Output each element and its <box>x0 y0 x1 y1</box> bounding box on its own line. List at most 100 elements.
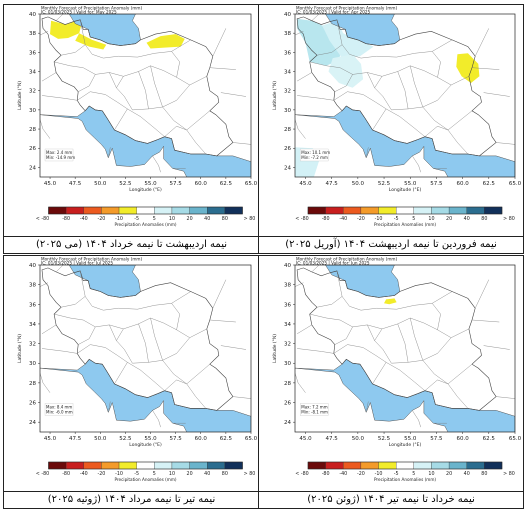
province-border <box>397 71 409 109</box>
province-border <box>410 317 473 385</box>
colorbar-title: Precipitation Anomalies (mm) <box>114 477 176 482</box>
province-border <box>212 279 227 309</box>
province-border <box>150 65 210 131</box>
anomaly-area-northeast-khorasan <box>146 34 185 49</box>
colorbar-title: Precipitation Anomalies (mm) <box>374 222 436 227</box>
province-border <box>41 72 57 82</box>
x-tick-label: 57.5 <box>170 436 183 442</box>
province-border <box>475 279 489 309</box>
province-border <box>311 265 320 273</box>
colorbar-tick-label: -20 <box>97 216 105 222</box>
colorbar-tick-label: > 80 <box>244 216 256 222</box>
colorbar-segment <box>207 461 226 470</box>
anomaly-area-northwest-zagros <box>297 18 343 66</box>
province-border <box>61 44 86 56</box>
colorbar-tick-label: -80 <box>62 216 70 222</box>
province-border <box>334 326 353 345</box>
province-border <box>220 345 247 350</box>
province-border <box>40 373 51 393</box>
x-tick-label: 60.0 <box>195 436 208 442</box>
province-border <box>309 313 469 338</box>
colorbar-tick-label: -20 <box>357 471 365 477</box>
colorbar-tick-label: 20 <box>446 216 452 222</box>
province-border <box>78 74 96 92</box>
y-tick-label: 30 <box>29 361 36 367</box>
colorbar-segment <box>118 461 137 470</box>
colorbar-tick-label: 10 <box>169 471 175 477</box>
x-tick-label: 62.5 <box>220 181 233 187</box>
province-border <box>78 326 96 345</box>
colorbar-tick-label: -5 <box>134 471 139 477</box>
colorbar-segment <box>484 206 503 215</box>
province-border <box>295 282 304 287</box>
province-border <box>475 28 489 57</box>
colorbar-tick-label: -20 <box>357 216 365 222</box>
map-header-title: Monthly Forecast of Precipitation Anomal… <box>41 257 143 262</box>
colorbar-segment <box>154 461 173 470</box>
y-tick-label: 30 <box>284 108 291 114</box>
colorbar-tick-label: 40 <box>464 471 470 477</box>
x-tick-label: 45.0 <box>299 436 312 442</box>
province-border <box>374 328 383 341</box>
x-tick-label: 57.5 <box>430 436 443 442</box>
map-header-valid: IC: 01/03/2025 | Valid for: Jun 2025 <box>296 261 370 266</box>
colorbar-tick-label: 5 <box>153 471 156 477</box>
province-border <box>164 125 187 137</box>
colorbar-segment <box>189 206 208 215</box>
stat-max: Max: 8.4 mm <box>46 404 72 409</box>
colorbar-segment <box>83 206 102 215</box>
colorbar-segment <box>396 206 414 215</box>
x-tick-label: 52.5 <box>119 436 132 442</box>
colorbar-tick-label: 40 <box>204 216 210 222</box>
colorbar-segment <box>171 206 190 215</box>
colorbar-tick-label: -5 <box>394 471 399 477</box>
colorbar-tick-label: -5 <box>134 216 139 222</box>
y-axis-label: Latitude (°N) <box>17 334 23 363</box>
anomaly-area-northwest-wet <box>322 20 374 59</box>
colorbar-segment <box>154 206 173 215</box>
iran-border <box>296 267 497 411</box>
colorbar-tick-label: -40 <box>339 471 347 477</box>
precip-anomaly-map: Monthly Forecast of Precipitation Anomal… <box>17 257 258 483</box>
province-border <box>171 303 180 330</box>
province-border <box>374 76 383 88</box>
precip-anomaly-map: Monthly Forecast of Precipitation Anomal… <box>17 6 258 228</box>
province-border <box>471 319 500 323</box>
province-border <box>232 142 251 145</box>
colorbar-tick-label: -10 <box>115 216 123 222</box>
stat-min: Min: -14.9 mm <box>46 155 75 160</box>
province-border <box>333 344 426 391</box>
colorbar-title: Precipitation Anomalies (mm) <box>114 222 176 227</box>
stat-max: Max: 10.1 mm <box>301 150 330 155</box>
y-tick-label: 34 <box>29 322 36 328</box>
province-border <box>114 362 128 385</box>
plot-frame <box>39 264 252 433</box>
y-tick-label: 26 <box>29 401 36 407</box>
province-border <box>109 324 190 364</box>
y-tick-label: 26 <box>29 146 36 152</box>
colorbar-tick-label: 80 <box>481 216 487 222</box>
colorbar-segment <box>101 461 120 470</box>
colorbar-segment <box>448 461 467 470</box>
stat-max: Max: 7.2 mm <box>301 404 327 409</box>
province-border <box>116 328 124 341</box>
colorbar-segment <box>65 461 84 470</box>
x-tick-label: 62.5 <box>483 181 496 187</box>
colorbar-segment <box>413 206 432 215</box>
colorbar-tick-label: -40 <box>80 216 88 222</box>
map-header-valid: IC: 01/03/2025 | Valid for: May 2025 <box>41 10 117 15</box>
province-border <box>40 282 49 287</box>
province-border <box>186 383 206 409</box>
x-tick-label: 55.0 <box>144 436 157 442</box>
province-border <box>483 345 510 350</box>
province-border <box>316 44 343 56</box>
map-header-title: Monthly Forecast of Precipitation Anomal… <box>296 257 398 262</box>
map-header-valid: IC: 01/03/2025 | Valid for: Apr 2025 <box>296 10 371 15</box>
province-border <box>212 28 227 57</box>
colorbar-segment <box>325 461 344 470</box>
x-axis-label: Longitude (°E) <box>389 187 422 193</box>
province-border <box>296 324 312 334</box>
colorbar-tick-label: 5 <box>412 216 415 222</box>
y-tick-label: 40 <box>284 12 291 18</box>
x-tick-label: 57.5 <box>170 181 183 187</box>
